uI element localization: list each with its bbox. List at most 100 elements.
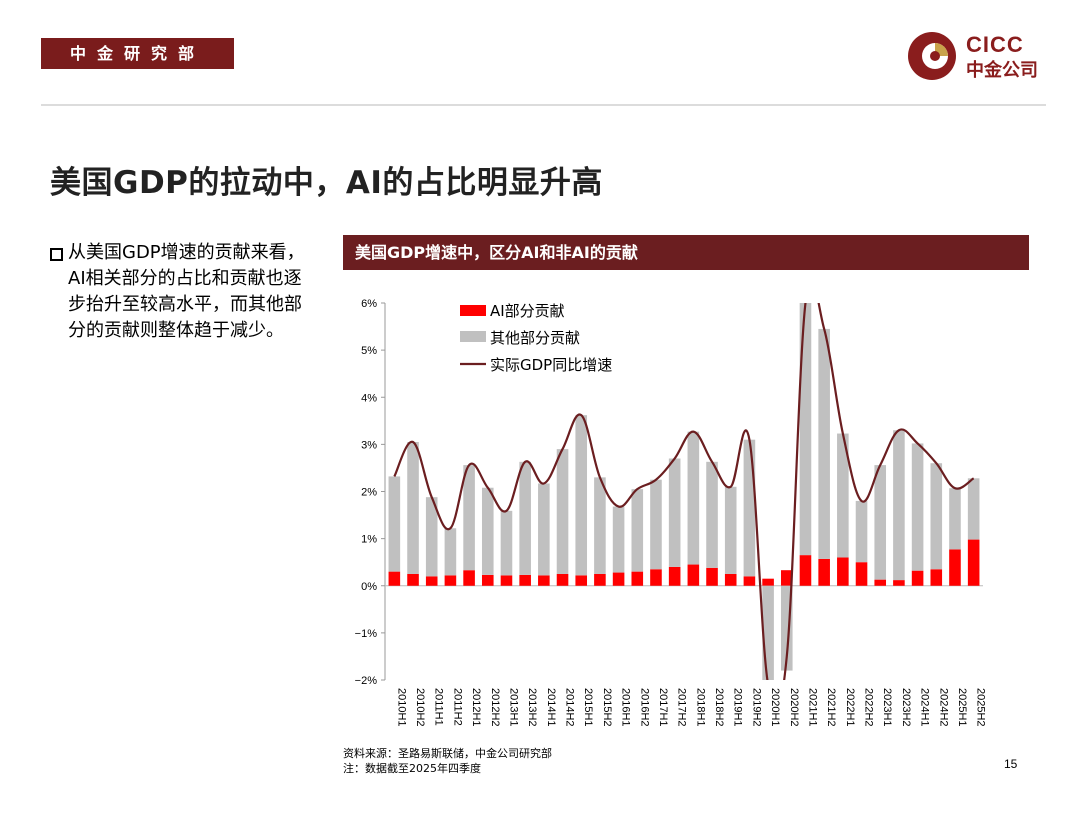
source-note: 资料来源：圣路易斯联储，中金公司研究部 注：数据截至2025年四季度: [343, 746, 552, 776]
x-tick-label: 2015H2: [601, 688, 613, 727]
bar-ai: [874, 579, 887, 586]
cicc-logo-icon: [908, 32, 956, 80]
bar-ai: [631, 571, 644, 586]
bar-ai: [967, 539, 980, 586]
bar-ai: [706, 567, 718, 586]
bar-ai: [519, 574, 531, 586]
x-tick-label: 2022H2: [863, 688, 875, 727]
legend-swatch-ai: [460, 305, 486, 316]
bar-other: [780, 585, 793, 671]
x-tick-label: 2013H1: [507, 688, 519, 727]
x-tick-label: 2023H1: [881, 688, 893, 727]
bar-ai: [762, 578, 774, 586]
x-tick-label: 2010H2: [414, 688, 426, 727]
y-tick-label: 0%: [361, 581, 377, 593]
bar-other: [668, 458, 681, 567]
y-tick-label: 5%: [361, 345, 377, 357]
x-tick-label: 2016H2: [638, 688, 650, 727]
x-tick-label: 2012H2: [489, 688, 501, 727]
y-tick-label: 6%: [361, 298, 377, 310]
x-tick-label: 2020H1: [769, 688, 781, 727]
bar-other: [650, 479, 662, 570]
x-tick-label: 2011H2: [451, 688, 463, 726]
bar-ai: [855, 562, 868, 586]
bar-other: [837, 433, 849, 558]
bar-ai: [930, 569, 943, 586]
bar-other: [949, 488, 961, 550]
y-tick-label: −2%: [355, 675, 378, 687]
x-tick-label: 2017H2: [676, 688, 688, 727]
bar-ai: [407, 573, 419, 586]
x-tick-label: 2014H1: [545, 688, 557, 727]
y-tick-label: 2%: [361, 487, 377, 499]
bar-ai: [612, 572, 625, 586]
bar-ai: [388, 571, 401, 586]
x-tick-label: 2017H1: [657, 688, 669, 727]
bullet-square-icon: [50, 248, 63, 261]
y-tick-label: 3%: [361, 439, 377, 451]
x-tick-label: 2024H1: [919, 688, 931, 727]
page-title: 美国GDP的拉动中，AI的占比明显升高: [50, 165, 603, 201]
bar-other: [538, 483, 550, 576]
legend-label-ai: AI部分贡献: [490, 302, 565, 320]
x-tick-label: 2021H1: [806, 688, 818, 727]
bar-other: [463, 465, 475, 571]
page-number: 15: [1004, 757, 1018, 771]
bar-other: [444, 528, 457, 576]
bar-other: [874, 465, 887, 580]
bar-ai: [668, 566, 681, 586]
bar-ai: [893, 580, 905, 586]
bar-ai: [687, 564, 700, 586]
x-tick-label: 2018H1: [694, 688, 706, 727]
bar-other: [556, 449, 569, 574]
x-tick-label: 2025H1: [956, 688, 968, 727]
x-tick-label: 2015H1: [582, 688, 594, 727]
bar-other: [818, 328, 830, 559]
x-tick-label: 2019H2: [750, 688, 762, 727]
bar-other: [594, 477, 606, 574]
x-tick-label: 2025H2: [975, 688, 987, 727]
bar-ai: [575, 575, 588, 586]
bar-other: [855, 500, 868, 563]
bar-ai: [949, 549, 961, 586]
bar-ai: [818, 558, 830, 586]
x-tick-label: 2018H2: [713, 688, 725, 727]
x-tick-label: 2022H1: [844, 688, 856, 727]
bar-other: [388, 476, 401, 572]
bar-ai: [444, 575, 457, 586]
chart-title-bar: 美国GDP增速中，区分AI和非AI的贡献: [343, 235, 1029, 270]
x-tick-label: 2010H1: [395, 688, 407, 727]
cicc-logo: CICC 中金公司: [906, 30, 1056, 82]
logo-text-cn: 中金公司: [966, 60, 1038, 81]
bar-other: [575, 415, 588, 576]
gdp-growth-line: [393, 303, 975, 680]
bar-other: [911, 443, 924, 571]
bar-other: [500, 510, 513, 576]
bar-ai: [650, 569, 662, 586]
bar-ai: [743, 576, 756, 586]
x-tick-label: 2014H2: [564, 688, 576, 727]
bar-ai: [911, 570, 924, 586]
department-tag: 中金研究部: [41, 38, 234, 69]
bar-other: [724, 486, 737, 574]
legend-swatch-other: [460, 331, 486, 342]
bar-ai: [538, 575, 550, 586]
bar-other: [519, 461, 531, 575]
x-tick-label: 2012H1: [470, 688, 482, 727]
bar-ai: [481, 574, 494, 586]
x-tick-label: 2016H1: [620, 688, 632, 727]
bar-other: [631, 489, 644, 572]
bar-other: [687, 431, 700, 565]
bar-other: [407, 442, 419, 574]
bar-other: [967, 478, 980, 540]
x-tick-label: 2020H2: [788, 688, 800, 727]
bar-ai: [780, 570, 793, 586]
bar-ai: [837, 557, 849, 586]
bar-other: [930, 463, 943, 570]
bar-other: [481, 487, 494, 575]
bar-ai: [556, 573, 569, 586]
bar-other: [893, 430, 905, 581]
y-tick-label: 4%: [361, 392, 377, 404]
x-tick-label: 2019H1: [732, 688, 744, 727]
bar-ai: [799, 555, 812, 586]
